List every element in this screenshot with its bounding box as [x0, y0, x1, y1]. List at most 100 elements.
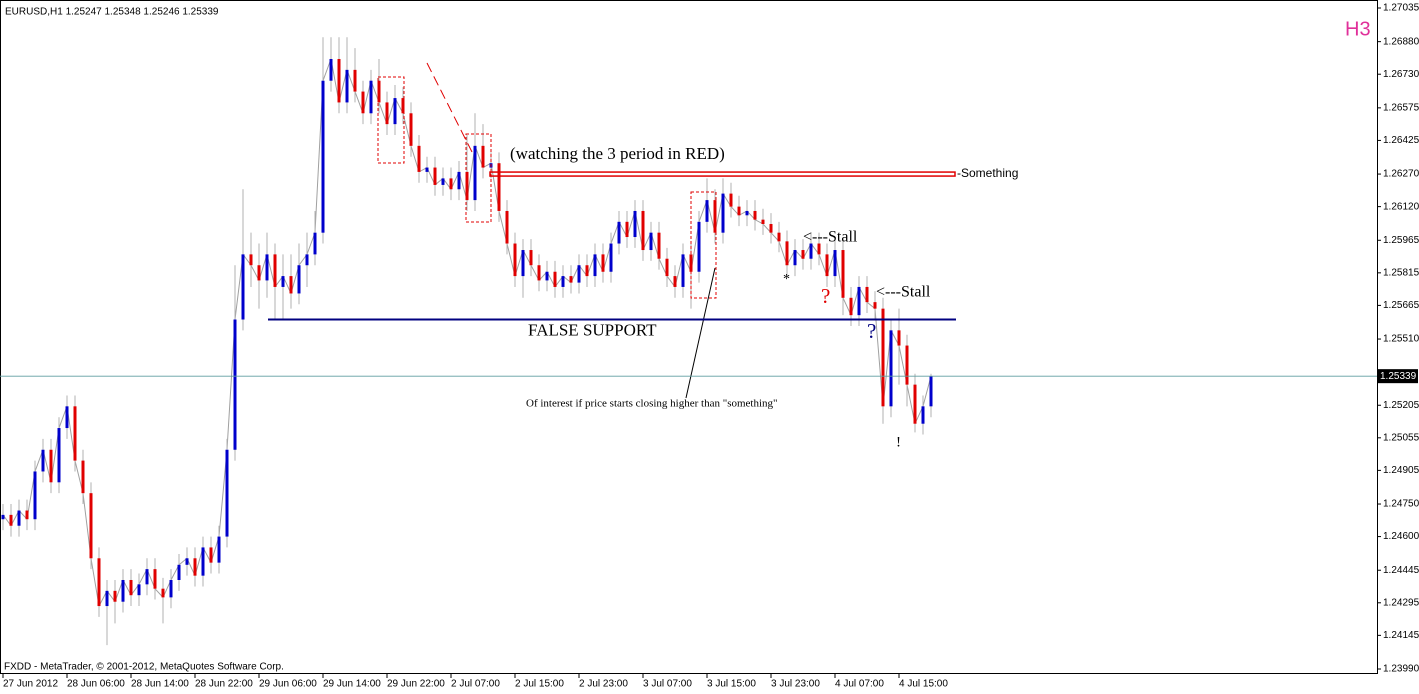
candle-body: [825, 254, 829, 277]
candle-body: [441, 178, 445, 185]
candle-body: [905, 345, 909, 385]
candle-body: [537, 265, 541, 281]
level-label: FALSE SUPPORT: [528, 320, 657, 339]
candle-body: [153, 569, 157, 589]
candle-body: [281, 276, 285, 287]
candle-body: [473, 145, 477, 201]
candle-body: [1, 514, 5, 520]
candle-body: [641, 210, 645, 251]
candle-body: [25, 510, 29, 520]
y-tick-label: 1.26120: [1383, 201, 1419, 212]
candle-body: [41, 449, 45, 472]
candle-body: [49, 449, 53, 483]
candle-body: [241, 254, 245, 320]
candle-body: [209, 547, 213, 563]
y-tick-label: 1.24445: [1383, 565, 1419, 576]
candle-body: [577, 265, 581, 283]
candle-body: [369, 80, 373, 114]
candle-body: [377, 80, 381, 103]
candle-body: [481, 145, 485, 168]
candle-body: [17, 510, 21, 526]
candle-body: [713, 200, 717, 233]
candle-body: [865, 286, 869, 303]
y-tick-label: 1.26880: [1383, 36, 1419, 47]
y-tick-label: 1.24145: [1383, 630, 1419, 641]
x-tick-label: 4 Jul 07:00: [835, 679, 884, 690]
candle-body: [553, 271, 557, 287]
candle-body: [657, 232, 661, 259]
plot-frame: [0, 0, 1378, 674]
candle-body: [793, 250, 797, 266]
candle-body: [217, 536, 221, 563]
level-line: [489, 171, 956, 177]
x-tick-label: 4 Jul 15:00: [899, 679, 948, 690]
badge: H3: [1345, 18, 1371, 40]
candle-body: [585, 265, 589, 277]
candle-body: [273, 254, 277, 287]
candle-body: [121, 579, 125, 602]
x-tick-label: 3 Jul 15:00: [707, 679, 756, 690]
x-tick-label: 3 Jul 07:00: [643, 679, 692, 690]
candle-body: [913, 384, 917, 424]
y-tick-label: 1.25510: [1383, 334, 1419, 345]
candle-body: [321, 80, 325, 233]
candle-body: [425, 167, 429, 172]
candle-body: [889, 330, 893, 407]
candle-body: [521, 250, 525, 277]
x-tick-label: 28 Jun 14:00: [131, 679, 189, 690]
candle-body: [185, 558, 189, 565]
y-tick-label: 1.27035: [1383, 3, 1419, 14]
y-tick-label: 1.23990: [1383, 664, 1419, 675]
level-label: -Something: [957, 166, 1018, 180]
header: EURUSD,H1 1.25247 1.25348 1.25246 1.2533…: [5, 7, 219, 18]
candle-body: [257, 265, 261, 281]
candle-body: [769, 223, 773, 233]
candle-body: [921, 406, 925, 424]
candle-body: [593, 254, 597, 277]
candle-body: [929, 376, 933, 407]
highlight-box: [465, 133, 492, 223]
candle-body: [201, 547, 205, 576]
candle-body: [89, 493, 93, 559]
candle-body: [681, 254, 685, 287]
candle-body: [297, 265, 301, 294]
candle-body: [873, 302, 877, 309]
candle-body: [601, 254, 605, 272]
annotation: <---Stall: [803, 229, 858, 246]
candle-body: [393, 98, 397, 125]
annotation: Of interest if price starts closing high…: [526, 398, 778, 410]
candle-body: [801, 250, 805, 259]
candle-body: [129, 579, 133, 596]
candle-body: [897, 330, 901, 346]
candle-body: [737, 206, 741, 216]
y-tick-label: 1.26425: [1383, 135, 1419, 146]
candle-body: [433, 167, 437, 185]
candle-body: [857, 286, 861, 316]
candle-body: [409, 113, 413, 146]
price-label: 1.25339: [1380, 371, 1417, 382]
candle-body: [561, 276, 565, 287]
annotation: (watching the 3 period in RED): [510, 144, 725, 163]
candle-body: [505, 210, 509, 244]
y-tick-label: 1.25055: [1383, 432, 1419, 443]
y-tick-label: 1.24750: [1383, 499, 1419, 510]
highlight-box: [377, 76, 405, 164]
candle-body: [777, 232, 781, 242]
annotation: !: [896, 434, 901, 450]
y-tick-label: 1.25665: [1383, 300, 1419, 311]
candle-body: [265, 254, 269, 281]
candle-body: [57, 428, 61, 483]
candle-body: [353, 69, 357, 92]
y-tick-label: 1.26575: [1383, 102, 1419, 113]
candle-body: [385, 102, 389, 125]
candle-body: [73, 406, 77, 461]
annotation: ?: [821, 284, 830, 308]
candle-body: [329, 59, 333, 81]
candle-body: [177, 564, 181, 580]
candle-body: [721, 193, 725, 233]
candle-body: [81, 460, 85, 494]
x-tick-label: 29 Jun 14:00: [323, 679, 381, 690]
x-tick-label: 28 Jun 22:00: [195, 679, 253, 690]
candle-body: [705, 200, 709, 222]
